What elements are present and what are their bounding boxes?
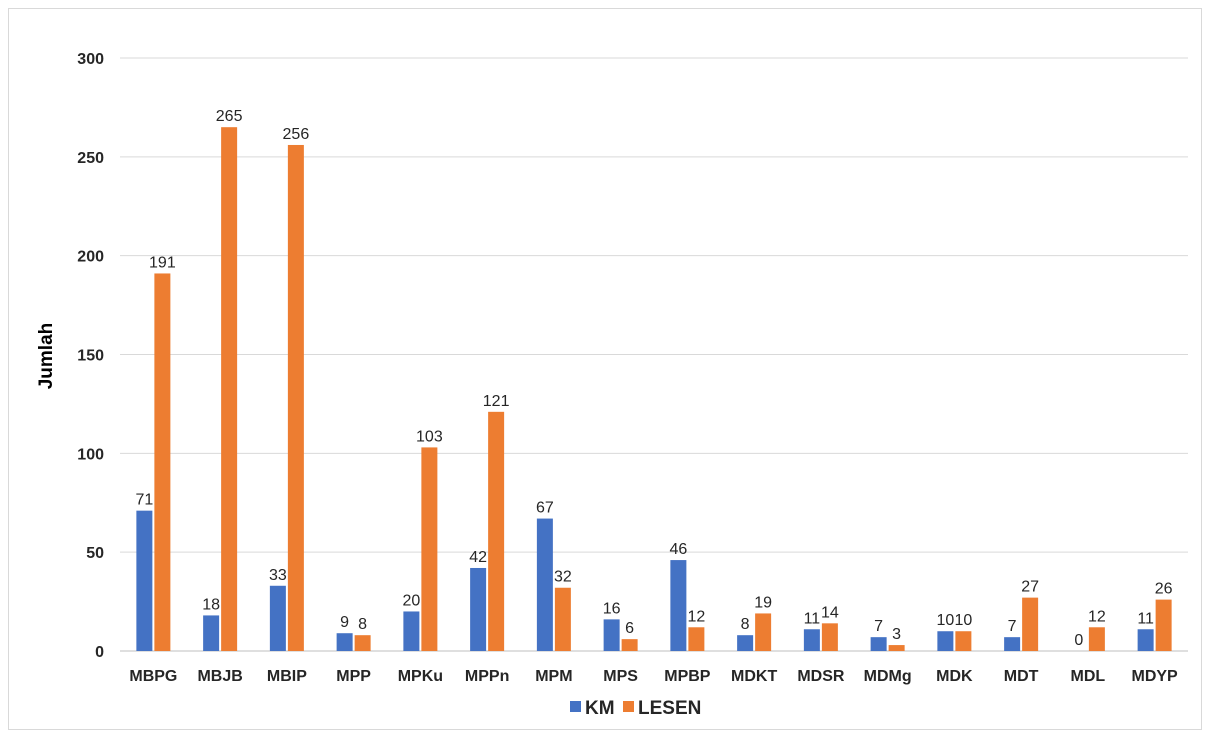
- data-label: 18: [202, 596, 220, 613]
- bar-km-mppn: [470, 567, 487, 651]
- x-tick-label: MDYP: [1132, 668, 1179, 685]
- legend-label-km: KM: [585, 698, 615, 719]
- data-label: 191: [149, 254, 176, 271]
- data-label: 12: [1088, 608, 1106, 625]
- data-label: 46: [669, 541, 687, 558]
- y-tick-label: 150: [77, 348, 104, 365]
- bar-km-mdt: [1004, 637, 1021, 651]
- data-label: 27: [1021, 579, 1039, 596]
- x-tick-label: MDMg: [864, 668, 912, 685]
- x-tick-label: MDKT: [731, 668, 777, 685]
- data-label: 6: [625, 620, 634, 637]
- data-label: 8: [358, 616, 367, 633]
- y-tick-label: 200: [77, 249, 104, 266]
- legend-label-lesen: LESEN: [638, 698, 701, 719]
- bar-km-mpm: [536, 518, 553, 651]
- bar-lesen-mppn: [488, 411, 505, 651]
- y-tick-label: 300: [77, 51, 104, 68]
- bar-lesen-mdk: [955, 631, 972, 651]
- x-tick-label: MPPn: [465, 668, 509, 685]
- data-label: 9: [340, 614, 349, 631]
- bar-km-mbpg: [136, 510, 153, 651]
- x-tick-label: MPP: [336, 668, 371, 685]
- x-tick-label: MPM: [535, 668, 572, 685]
- data-label: 8: [741, 616, 750, 633]
- data-label: 16: [603, 600, 621, 617]
- data-label: 26: [1155, 581, 1173, 598]
- x-tick-label: MDL: [1071, 668, 1106, 685]
- bar-lesen-mdyp: [1155, 599, 1172, 651]
- bar-lesen-mbpg: [154, 273, 171, 651]
- data-label: 11: [804, 610, 821, 627]
- bar-lesen-mdt: [1022, 597, 1039, 651]
- y-tick-label: 250: [77, 150, 104, 167]
- data-label: 265: [216, 108, 243, 125]
- y-axis-title: Jumlah: [36, 323, 57, 390]
- bar-lesen-mdkt: [755, 613, 772, 651]
- data-label: 67: [536, 500, 554, 517]
- data-label: 14: [821, 604, 839, 621]
- data-label: 103: [416, 428, 443, 445]
- y-tick-label: 50: [86, 545, 104, 562]
- x-tick-label: MPBP: [664, 668, 711, 685]
- x-tick-label: MPKu: [398, 668, 443, 685]
- data-label: 256: [283, 126, 310, 143]
- bar-lesen-mdmg: [888, 645, 905, 651]
- data-label: 7: [1008, 618, 1017, 635]
- data-label: 11: [1137, 610, 1154, 627]
- data-label: 42: [469, 549, 487, 566]
- bar-lesen-mdl: [1088, 627, 1105, 651]
- bar-km-mbjb: [203, 615, 220, 651]
- x-tick-label: MPS: [603, 668, 638, 685]
- data-label: 10: [954, 612, 972, 629]
- chart-frame: [8, 8, 1202, 730]
- bar-km-mdyp: [1137, 629, 1154, 651]
- bar-km-mps: [603, 619, 620, 651]
- bar-lesen-mpku: [421, 447, 438, 651]
- bar-lesen-mdsr: [821, 623, 838, 651]
- data-label: 32: [554, 569, 572, 586]
- bar-lesen-mpp: [354, 635, 371, 651]
- bar-lesen-mpm: [554, 587, 571, 651]
- data-label: 7: [874, 618, 883, 635]
- data-label: 19: [754, 594, 772, 611]
- x-tick-label: MBJB: [197, 668, 242, 685]
- x-tick-label: MDSR: [797, 668, 845, 685]
- data-label: 10: [936, 612, 954, 629]
- y-tick-label: 0: [95, 644, 104, 661]
- data-label: 71: [135, 492, 153, 509]
- x-axis-ticks: MBPG MBJB MBIP MPP MPKu MPPn MPM MPS MPBP MDKT MDS…: [129, 668, 1178, 685]
- data-label: 12: [687, 608, 705, 625]
- bar-km-mdmg: [870, 637, 887, 651]
- bar-km-mpku: [403, 611, 420, 651]
- bar-lesen-mbip: [287, 144, 304, 651]
- data-label: 20: [402, 592, 420, 609]
- bar-km-mbip: [269, 585, 286, 651]
- bar-km-mdsr: [803, 629, 820, 651]
- data-label: 3: [892, 626, 901, 643]
- x-tick-label: MDK: [936, 668, 973, 685]
- data-label: 121: [483, 393, 510, 410]
- x-tick-label: MBIP: [267, 668, 307, 685]
- x-tick-label: MBPG: [129, 668, 177, 685]
- bar-km-mpbp: [670, 560, 687, 651]
- x-tick-label: MDT: [1004, 668, 1039, 685]
- data-label: 0: [1074, 632, 1083, 649]
- legend: KM LESEN: [570, 698, 701, 719]
- y-axis-ticks: 0 50 100 150 200 250 300: [77, 51, 104, 661]
- bars: [136, 127, 1172, 651]
- y-tick-label: 100: [77, 446, 104, 463]
- data-label: 33: [269, 567, 287, 584]
- bar-lesen-mbjb: [221, 127, 238, 651]
- bar-lesen-mps: [621, 639, 638, 651]
- bar-km-mdkt: [737, 635, 754, 651]
- legend-swatch-km: [570, 701, 581, 712]
- legend-swatch-lesen: [623, 701, 634, 712]
- bar-km-mdk: [937, 631, 954, 651]
- gridlines: [120, 57, 1188, 652]
- bar-km-mpp: [336, 633, 353, 651]
- bar-lesen-mpbp: [688, 627, 705, 651]
